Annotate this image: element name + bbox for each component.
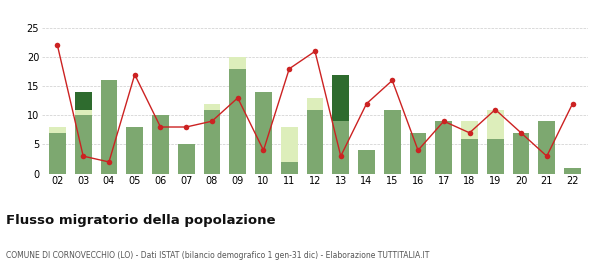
Bar [75, 115, 92, 174]
Bar [229, 57, 246, 69]
Bar [255, 92, 272, 174]
Bar [436, 121, 452, 174]
Bar [281, 127, 298, 162]
Bar [358, 150, 375, 174]
Bar [203, 104, 220, 109]
Bar [564, 168, 581, 174]
Bar [49, 127, 66, 133]
Bar [101, 80, 118, 174]
Bar [461, 121, 478, 139]
Bar [384, 109, 401, 174]
Bar [307, 98, 323, 109]
Bar [538, 121, 555, 174]
Bar [75, 92, 92, 109]
Bar [461, 139, 478, 174]
Bar [512, 133, 529, 174]
Bar [178, 144, 194, 174]
Bar [307, 109, 323, 174]
Bar [487, 139, 503, 174]
Bar [281, 162, 298, 174]
Bar [487, 109, 503, 139]
Bar [332, 121, 349, 174]
Text: COMUNE DI CORNOVECCHIO (LO) - Dati ISTAT (bilancio demografico 1 gen-31 dic) - E: COMUNE DI CORNOVECCHIO (LO) - Dati ISTAT… [6, 251, 430, 260]
Bar [229, 69, 246, 174]
Bar [152, 115, 169, 174]
Text: Flusso migratorio della popolazione: Flusso migratorio della popolazione [6, 214, 275, 227]
Bar [49, 133, 66, 174]
Bar [75, 109, 92, 115]
Bar [332, 74, 349, 121]
Bar [410, 133, 427, 174]
Bar [203, 109, 220, 174]
Bar [127, 127, 143, 174]
